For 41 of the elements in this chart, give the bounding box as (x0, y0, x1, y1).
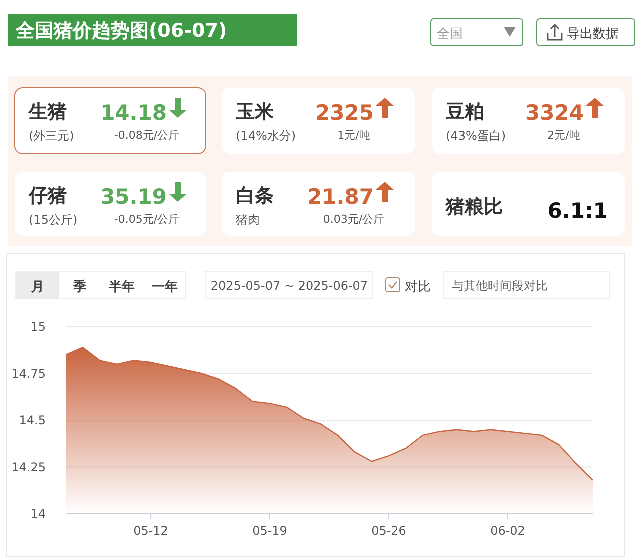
text: 白条 (236, 185, 274, 207)
text: 与其他时间段对比 (452, 279, 548, 293)
text: 季 (72, 279, 86, 295)
text: 2025-05-07 ~ 2025-06-07 (210, 279, 368, 293)
text: 3324 (526, 101, 584, 125)
y-tick-label: 14.5 (19, 414, 46, 428)
y-tick-label: 15 (30, 320, 46, 334)
text: 半年 (108, 280, 135, 295)
x-tick-label: 05-26 (372, 524, 406, 538)
text: 全国 (437, 27, 463, 42)
text: 0.03元/公斤 (323, 213, 385, 226)
text: (43%蛋白) (446, 129, 506, 143)
text: 月 (30, 280, 44, 295)
text: 35.19 (100, 185, 167, 209)
text: 玉米 (235, 101, 275, 123)
text: 2元/吨 (548, 129, 580, 142)
text: 14.18 (100, 101, 167, 125)
text: 21.87 (308, 185, 374, 209)
text: 一年 (152, 280, 178, 295)
text: 全国猪价趋势图(06-07) (15, 20, 228, 42)
text: 猪肉 (236, 213, 260, 227)
y-tick-label: 14.25 (12, 460, 46, 474)
text: 仔猪 (28, 185, 67, 207)
x-tick-label: 05-12 (134, 524, 168, 538)
text: -0.05元/公斤 (114, 213, 180, 226)
text: 对比 (405, 280, 431, 295)
text: 6.1:1 (548, 199, 608, 223)
y-tick-label: 14.75 (12, 366, 46, 381)
y-tick-label: 14 (30, 507, 46, 521)
text: 猪粮比 (445, 196, 503, 218)
text: (外三元) (29, 129, 74, 143)
text: (15公斤) (29, 213, 78, 227)
text: 2325 (316, 101, 374, 125)
text: 1元/吨 (338, 129, 370, 142)
x-tick-label: 06-02 (490, 524, 526, 538)
text: 生猪 (28, 101, 67, 123)
x-tick-label: 05-19 (252, 524, 288, 538)
text: 导出数据 (567, 27, 619, 42)
text: -0.08元/公斤 (114, 129, 180, 142)
text: (14%水分) (236, 129, 296, 143)
text: 豆粕 (445, 101, 484, 123)
